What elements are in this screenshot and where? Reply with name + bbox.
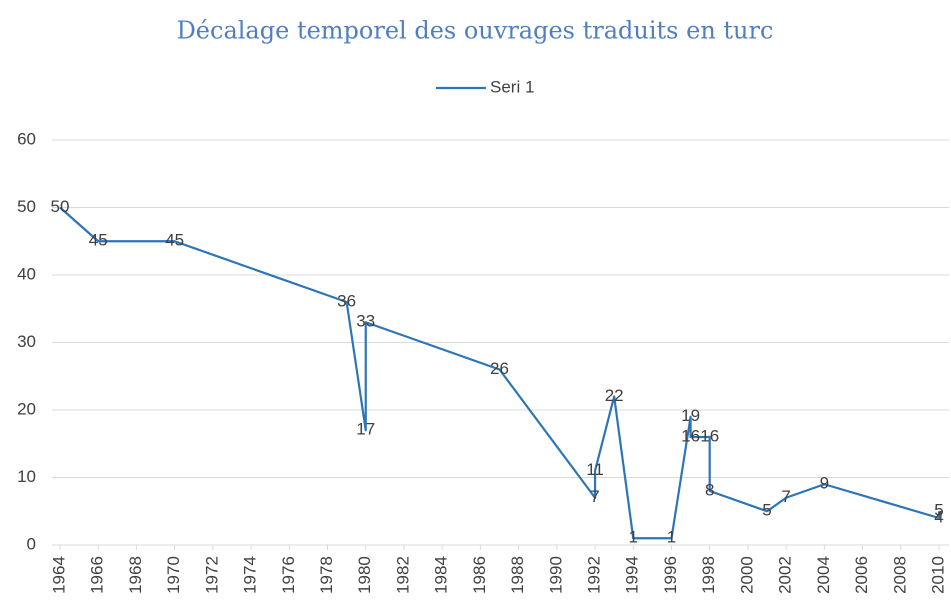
x-tick-label: 1974: [241, 556, 260, 594]
data-label: 19: [681, 406, 700, 425]
x-tick-label: 2000: [737, 556, 756, 594]
data-label: 4: [934, 507, 943, 526]
data-label: 22: [605, 386, 624, 405]
legend-label: Seri 1: [490, 77, 534, 96]
y-tick-label: 30: [17, 332, 36, 351]
data-label: 5: [934, 501, 943, 520]
data-label: 16: [681, 426, 700, 445]
data-label: 8: [705, 480, 714, 499]
y-tick-label: 40: [17, 264, 36, 283]
y-tick-label: 10: [17, 467, 36, 486]
y-tick-label: 20: [17, 399, 36, 418]
data-label: 16: [700, 426, 719, 445]
x-tick-label: 1988: [508, 556, 527, 594]
data-label: 1: [667, 528, 676, 547]
data-label: 45: [89, 231, 108, 250]
x-tick-label: 2004: [814, 556, 833, 594]
x-tick-label: 1970: [164, 556, 183, 594]
x-tick-label: 1976: [279, 556, 298, 594]
x-tick-label: 1964: [49, 556, 68, 594]
data-label: 36: [337, 291, 356, 310]
data-label: 33: [356, 312, 375, 331]
y-tick-label: 0: [27, 534, 36, 553]
chart-title: Décalage temporel des ouvrages traduits …: [177, 17, 774, 45]
y-tick-label: 60: [17, 129, 36, 148]
x-tick-label: 1968: [126, 556, 145, 594]
x-tick-label: 1980: [355, 556, 374, 594]
data-label: 17: [356, 420, 375, 439]
data-label: 11: [586, 460, 604, 479]
line-series: [59, 206, 941, 540]
x-tick-label: 1994: [623, 556, 642, 594]
data-label: 50: [51, 197, 70, 216]
x-tick-label: 1978: [317, 556, 336, 594]
x-tick-label: 2002: [776, 556, 795, 594]
x-tick-label: 1986: [470, 556, 489, 594]
x-tick-label: 1984: [432, 556, 451, 594]
data-label: 7: [590, 487, 599, 506]
data-label: 45: [165, 231, 184, 250]
y-tick-label: 50: [17, 197, 36, 216]
x-tick-label: 2006: [852, 556, 871, 594]
x-tick-label: 1972: [202, 556, 221, 594]
x-tick-label: 2008: [890, 556, 909, 594]
x-tick-label: 1996: [661, 556, 680, 594]
x-tick-label: 1990: [546, 556, 565, 594]
x-tick-label: 1982: [393, 556, 412, 594]
data-label: 7: [781, 487, 790, 506]
data-label: 9: [820, 474, 829, 493]
data-label: 5: [762, 501, 771, 520]
x-tick-label: 2010: [928, 556, 947, 594]
x-tick-label: 1992: [585, 556, 604, 594]
data-label: 1: [629, 528, 638, 547]
data-label: 26: [490, 359, 509, 378]
x-tick-label: 1998: [699, 556, 718, 594]
x-tick-label: 1966: [88, 556, 107, 594]
